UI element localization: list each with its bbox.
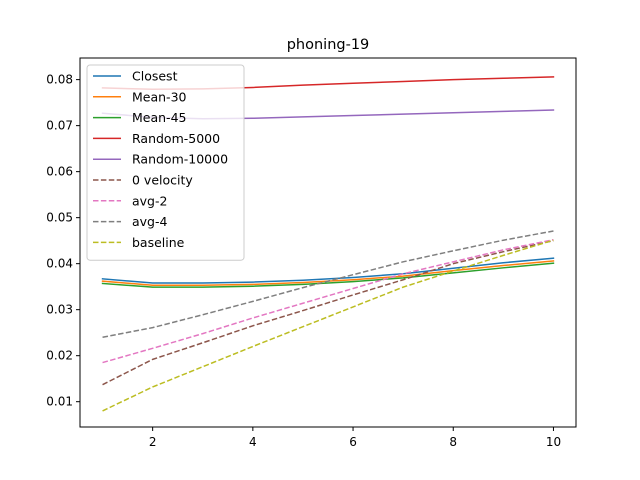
legend-label: Random-5000 [132, 131, 220, 146]
y-tick-label: 0.07 [46, 119, 73, 133]
y-tick-label: 0.03 [46, 303, 73, 317]
legend: Closest Mean-30 Mean-45 Random-5000 Random-1… [86, 64, 245, 261]
y-tick-label: 0.02 [46, 349, 73, 363]
series-line-avg-4 [102, 230, 554, 339]
legend-item: avg-2 [93, 193, 167, 208]
series-line-mean-45 [101, 262, 555, 288]
axes-frame [79, 57, 577, 428]
legend-box [86, 64, 245, 261]
x-tick-label: 10 [546, 435, 561, 449]
y-tick-label: 0.01 [46, 395, 73, 409]
y-tick-label: 0.05 [46, 211, 73, 225]
legend-label: baseline [132, 235, 185, 250]
chart-title: phoning-19 [287, 37, 370, 53]
series-line-avg-2 [102, 239, 554, 364]
legend-item: 0 velocity [93, 173, 193, 188]
y-tick-label: 0.06 [46, 165, 73, 179]
legend-item: Random-5000 [93, 131, 220, 146]
legend-label: 0 velocity [132, 173, 193, 188]
x-tick-label: 6 [349, 435, 357, 449]
legend-label: avg-4 [132, 214, 168, 229]
y-axis: 0.01 0.02 0.03 0.04 0.05 0.06 0.07 0.08 [46, 73, 80, 409]
x-tick-label: 8 [449, 435, 457, 449]
x-tick-label: 2 [149, 435, 157, 449]
series-line-closest [101, 257, 555, 284]
legend-item: avg-4 [93, 214, 168, 229]
x-axis: 2 4 6 8 10 [149, 427, 561, 449]
legend-item: Mean-30 [93, 89, 187, 104]
series-line-0-velocity [102, 239, 554, 386]
legend-label: Random-10000 [132, 152, 228, 167]
legend-label: Mean-45 [132, 110, 186, 125]
legend-label: Mean-30 [132, 89, 187, 104]
legend-item: Closest [93, 69, 178, 84]
legend-item: Mean-45 [93, 110, 186, 125]
legend-label: Closest [132, 69, 178, 84]
x-tick-label: 4 [249, 435, 257, 449]
legend-label: avg-2 [132, 193, 167, 208]
legend-item: Random-10000 [93, 152, 228, 167]
legend-item: baseline [93, 235, 185, 250]
series-line-baseline [102, 239, 554, 412]
y-tick-label: 0.08 [46, 73, 73, 87]
y-tick-label: 0.04 [46, 257, 73, 271]
